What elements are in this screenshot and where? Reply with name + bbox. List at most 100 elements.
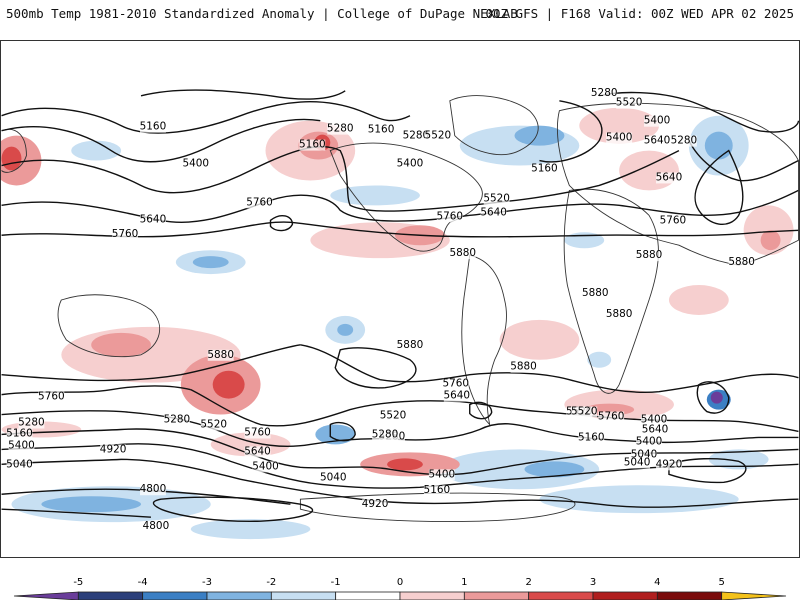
contour-label-bg — [140, 484, 166, 496]
contour-label: 5400 — [606, 132, 633, 144]
contour-label: 5400 — [183, 158, 210, 170]
contour-label: 5160 — [578, 431, 605, 443]
colorbar-swatch — [463, 591, 530, 601]
contour-label-bg — [397, 339, 423, 351]
contour-label: 5880 — [397, 339, 424, 351]
colorbar-tick-label: -1 — [331, 577, 341, 588]
contour-label-bg — [299, 139, 326, 151]
colorbar-swatch — [77, 591, 144, 601]
colorbar-swatch — [592, 591, 658, 601]
colorbar-tick-label: 1 — [461, 577, 467, 588]
contour-label-bg — [571, 406, 598, 418]
contour-label-bg — [616, 97, 643, 109]
contour-label-bg — [636, 436, 662, 448]
contour-label: 5520 — [425, 130, 452, 142]
contour-label-bg — [428, 469, 455, 481]
contour-label: 5760 — [598, 411, 625, 423]
contour-label-bg — [38, 391, 65, 403]
contour-label: 5400 — [636, 435, 663, 447]
contour-label: 5280 — [327, 123, 354, 135]
contour-label: 4800 — [143, 520, 170, 532]
colorbar-swatch — [270, 591, 337, 601]
contour-label: 5160 — [368, 124, 395, 136]
height-contours — [1, 89, 799, 522]
contour-label-bg — [397, 158, 423, 170]
contour-label-bg — [624, 457, 651, 469]
contour-label-bg — [140, 214, 166, 226]
colorbar-tick-label: 4 — [654, 577, 660, 588]
contour-label-bg — [641, 414, 667, 426]
contour-label: 5160 — [299, 139, 326, 151]
contour-label: 5880 — [510, 361, 537, 373]
contour-label-bg — [659, 215, 686, 227]
contour-label-bg — [6, 459, 33, 471]
cold-anomaly-shading — [11, 115, 769, 540]
contour-label-bg — [578, 432, 605, 444]
contour-label: 5880 — [728, 256, 755, 268]
colorbar-swatch — [142, 591, 208, 601]
colorbar-swatch — [206, 591, 272, 601]
contour-label: 4920 — [656, 458, 683, 470]
contour-label-bg — [531, 163, 558, 175]
chart-title: 500mb Temp 1981-2010 Standardized Anomal… — [6, 6, 518, 21]
colorbar-tick-label: 2 — [525, 577, 531, 588]
contour-label: 5640 — [642, 423, 669, 435]
contour-label-bg — [644, 135, 670, 147]
contour-label: 5880 — [606, 308, 633, 320]
contour-label: 5640 — [480, 206, 507, 218]
colorbar-swatch — [656, 591, 723, 601]
contour-label: 5520 — [380, 410, 407, 422]
contour-label: 5640 — [140, 213, 167, 225]
contour-label-bg — [246, 197, 273, 209]
colorbar-tick-label: -2 — [266, 577, 276, 588]
contour-label-bg — [140, 121, 166, 133]
contour-label: 5760 — [112, 228, 139, 240]
contour-label: 5520 — [200, 419, 227, 431]
colorbar-tick-label: -3 — [202, 577, 212, 588]
contour-label-bg — [591, 87, 618, 99]
colorbar-scale: -5 -4 -3 -2 -1 0 1 2 3 4 5 — [13, 577, 787, 601]
map-panel: 5160 5280 5520 5400 5160 5280 5160 5280 5520 5640… — [0, 40, 800, 558]
contour-label-bg — [656, 172, 682, 184]
header: 500mb Temp 1981-2010 Standardized Anomal… — [0, 0, 800, 30]
contour-label: 5880 — [582, 287, 609, 299]
contour-label: 5400 — [397, 158, 424, 170]
contour-label-bg — [442, 378, 469, 390]
contour-label-bg — [142, 521, 169, 533]
contour-label: 5280 — [591, 87, 618, 99]
contour-label: 5280 — [671, 135, 698, 147]
contour-label-bg — [582, 288, 609, 299]
contour-label: 4920 — [100, 443, 127, 455]
contour-label-bg — [112, 229, 139, 241]
contour-label: 5520 — [483, 192, 510, 204]
contour-label-bg — [656, 459, 682, 471]
contour-label-bg — [670, 135, 697, 147]
contour-label-bg — [244, 427, 271, 439]
contour-label: 4800 — [140, 483, 167, 495]
contour-label: 5400 — [429, 468, 456, 480]
contour-label-bg — [480, 207, 507, 219]
contour-label-bg — [380, 410, 406, 422]
contour-label: 5520 — [616, 97, 643, 109]
contour-label: 5040 — [6, 458, 33, 470]
contour-label: 5880 — [636, 249, 663, 261]
contour-label-bg — [6, 428, 33, 440]
contour-label: 5160 — [6, 427, 33, 439]
colorbar-tick-label: 0 — [397, 577, 403, 588]
colorbar-tick-label: 5 — [718, 577, 724, 588]
contour-label-bg — [362, 499, 389, 511]
contour-label: 5280 — [403, 130, 430, 142]
colorbar: -5 -4 -3 -2 -1 0 1 2 3 4 5 — [0, 570, 800, 601]
contour-label: 5640 — [443, 390, 470, 402]
contour-label: 5280 — [18, 417, 45, 429]
contour-label-bg — [606, 132, 633, 144]
colorbar-swatch — [528, 591, 594, 601]
contour-label-bg — [182, 158, 209, 170]
contour-label-bg — [368, 124, 395, 136]
colorbar-tick-label: 3 — [590, 577, 596, 588]
contour-label-bg — [606, 308, 633, 320]
contour-label: 5040 — [624, 456, 651, 468]
contour-label-bg — [424, 130, 451, 142]
contour-label-bg — [200, 419, 227, 431]
